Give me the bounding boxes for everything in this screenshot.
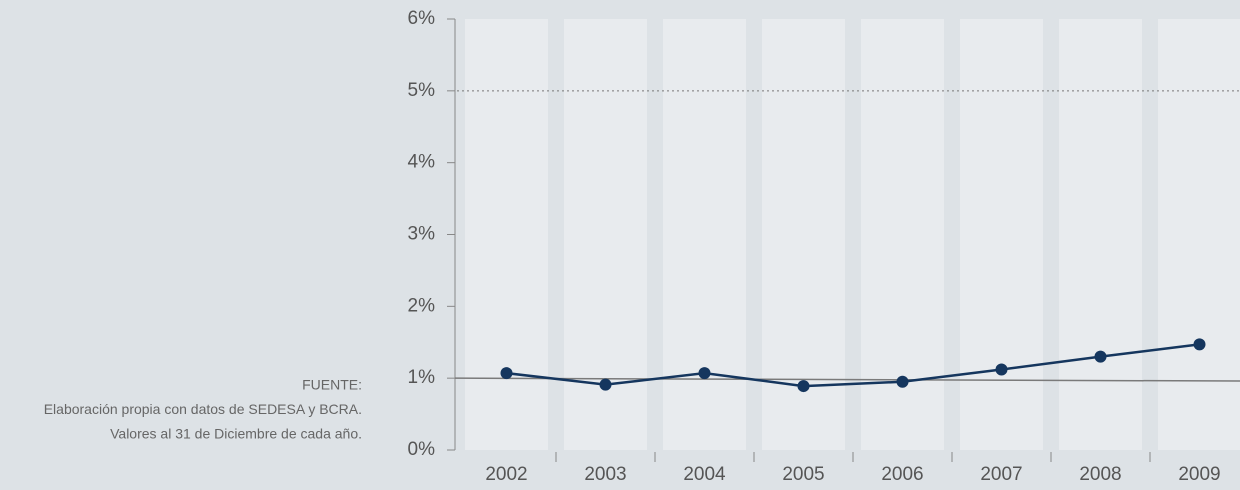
- x-tick-label: 2003: [584, 464, 626, 485]
- marker: [1094, 350, 1107, 363]
- marker: [500, 367, 513, 380]
- y-tick-label: 3%: [408, 224, 436, 245]
- x-tick-label: 2005: [782, 464, 824, 485]
- x-tick-label: 2008: [1079, 464, 1121, 485]
- y-tick-label: 5%: [408, 80, 436, 101]
- marker: [797, 380, 810, 393]
- column-panel: [465, 19, 548, 450]
- y-tick-label: 4%: [408, 152, 436, 173]
- marker: [599, 378, 612, 391]
- x-tick-label: 2002: [485, 464, 527, 485]
- y-tick-label: 2%: [408, 295, 436, 316]
- y-tick-label: 6%: [408, 8, 436, 29]
- marker: [698, 367, 711, 380]
- marker: [995, 363, 1008, 376]
- column-panel: [960, 19, 1043, 450]
- source-text: FUENTE:: [302, 377, 362, 393]
- marker: [1193, 338, 1206, 351]
- column-panel: [663, 19, 746, 450]
- y-tick-label: 1%: [408, 367, 436, 388]
- source-text: Valores al 31 de Diciembre de cada año.: [110, 426, 362, 442]
- column-panel: [1158, 19, 1240, 450]
- y-tick-label: 0%: [408, 439, 436, 460]
- line: [506, 343, 1200, 388]
- x-tick-label: 2009: [1178, 464, 1220, 485]
- trend-line: [454, 377, 1240, 382]
- column-panel: [1059, 19, 1142, 450]
- x-tick-label: 2006: [881, 464, 923, 485]
- marker: [896, 375, 909, 388]
- x-tick-label: 2004: [683, 464, 726, 485]
- x-tick-label: 2007: [980, 464, 1022, 485]
- source-text: Elaboración propia con datos de SEDESA y…: [44, 401, 362, 417]
